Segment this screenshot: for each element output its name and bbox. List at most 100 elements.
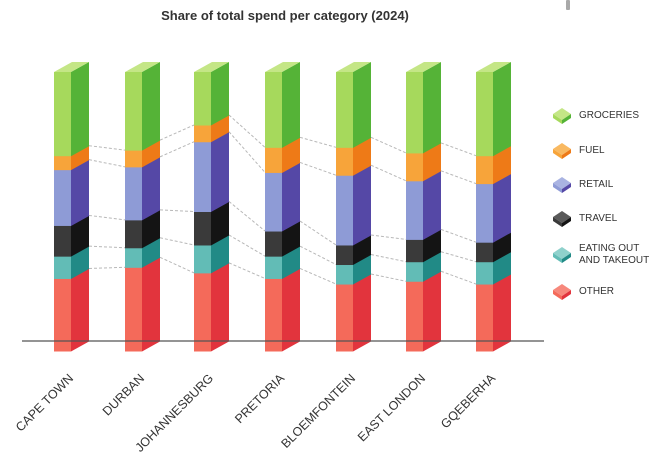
segment-side-eating-out-and-takeout-johannesburg	[211, 234, 229, 274]
connector-line	[88, 245, 126, 249]
bar-pretoria	[265, 62, 300, 352]
connector-line	[370, 273, 407, 282]
segment-eating-out-and-takeout-cape-town	[54, 256, 71, 279]
segment-other-east-london	[406, 281, 423, 352]
segment-fuel-cape-town	[54, 155, 71, 171]
segment-side-travel-pretoria	[282, 221, 300, 257]
segment-side-groceries-pretoria	[282, 62, 300, 148]
segment-travel-johannesburg	[194, 211, 211, 246]
segment-retail-pretoria	[265, 172, 282, 232]
segment-other-johannesburg	[194, 272, 211, 352]
legend-swatch-right	[562, 183, 571, 193]
connector-line	[370, 234, 407, 240]
connector-line	[299, 136, 337, 148]
segment-eating-out-and-takeout-gqeberha	[476, 261, 493, 285]
segment-groceries-east-london	[406, 72, 423, 154]
segment-eating-out-and-takeout-johannesburg	[194, 244, 211, 274]
segment-side-fuel-cape-town	[71, 145, 89, 171]
legend-swatch-right	[562, 253, 571, 263]
bar-top-gqeberha	[476, 62, 511, 72]
segment-travel-durban	[125, 219, 142, 249]
bar-top-johannesburg	[194, 62, 229, 72]
segment-side-travel-east-london	[423, 229, 441, 263]
connector-line	[228, 234, 266, 257]
segment-groceries-johannesburg	[194, 72, 211, 126]
x-label-johannesburg: JOHANNESBURG	[133, 371, 217, 455]
segment-groceries-durban	[125, 72, 142, 151]
bar-bloemfontein	[336, 62, 371, 352]
connector-line	[370, 164, 407, 182]
bar-top-pretoria	[265, 62, 300, 72]
segment-side-retail-cape-town	[71, 159, 89, 226]
segment-side-other-durban	[142, 257, 160, 352]
legend-label: TRAVEL	[579, 213, 618, 224]
legend-item-travel: TRAVEL	[553, 211, 618, 227]
segment-eating-out-and-takeout-bloemfontein	[336, 264, 353, 285]
segment-travel-bloemfontein	[336, 244, 353, 266]
connector-lines	[88, 114, 477, 285]
connector-line	[228, 131, 266, 173]
segment-retail-east-london	[406, 180, 423, 240]
connector-line	[440, 270, 477, 285]
bar-gqeberha	[476, 62, 511, 352]
connector-line	[299, 268, 337, 285]
segment-side-groceries-cape-town	[71, 62, 89, 157]
legend-swatch-right	[562, 149, 571, 159]
segment-side-fuel-durban	[142, 140, 160, 168]
segment-side-retail-bloemfontein	[353, 165, 371, 246]
bar-cape-town	[54, 62, 89, 352]
x-label-bloemfontein: BLOEMFONTEIN	[278, 371, 358, 451]
segment-side-retail-pretoria	[282, 162, 300, 232]
chart-title: Share of total spend per category (2024)	[161, 8, 409, 23]
segment-groceries-gqeberha	[476, 72, 493, 157]
connector-line	[299, 220, 337, 246]
segment-fuel-johannesburg	[194, 125, 211, 143]
segment-side-fuel-bloemfontein	[353, 137, 371, 176]
segment-side-travel-cape-town	[71, 215, 89, 257]
legend-label: OTHER	[579, 286, 614, 297]
connector-line	[440, 251, 477, 263]
segment-retail-bloemfontein	[336, 175, 353, 246]
segment-side-eating-out-and-takeout-pretoria	[282, 246, 300, 279]
segment-eating-out-and-takeout-durban	[125, 247, 142, 268]
legend-item-retail: RETAIL	[553, 177, 614, 193]
connector-line	[440, 228, 477, 243]
bars	[54, 62, 511, 352]
segment-side-travel-johannesburg	[211, 201, 229, 246]
segment-travel-east-london	[406, 239, 423, 263]
segment-side-other-pretoria	[282, 268, 300, 352]
connector-line	[299, 245, 337, 265]
connector-line	[228, 114, 266, 148]
segment-side-groceries-durban	[142, 62, 160, 151]
segment-side-eating-out-and-takeout-cape-town	[71, 246, 89, 279]
legend-swatch-left	[553, 149, 562, 159]
legend-swatch-left	[553, 183, 562, 193]
segment-travel-pretoria	[265, 231, 282, 257]
connector-line	[299, 161, 337, 176]
connector-line	[228, 262, 266, 279]
x-label-gqeberha: GQEBERHA	[438, 371, 498, 431]
connector-line	[440, 170, 477, 185]
x-label-east-london: EAST LONDON	[355, 371, 428, 444]
segment-side-retail-east-london	[423, 170, 441, 240]
segment-retail-durban	[125, 166, 142, 221]
segment-travel-gqeberha	[476, 242, 493, 263]
segment-groceries-bloemfontein	[336, 72, 353, 148]
segment-eating-out-and-takeout-east-london	[406, 261, 423, 282]
segment-other-durban	[125, 267, 142, 352]
legend: GROCERIES FUEL RETAIL TRAVEL EATING OUT AND T…	[553, 108, 649, 300]
segment-side-other-gqeberha	[493, 274, 511, 352]
segment-side-fuel-east-london	[423, 142, 441, 182]
connector-line	[159, 256, 195, 274]
legend-label: FUEL	[579, 145, 605, 156]
connector-line	[159, 237, 195, 246]
legend-item-groceries: GROCERIES	[553, 108, 639, 124]
segment-travel-cape-town	[54, 225, 71, 257]
segment-retail-gqeberha	[476, 183, 493, 243]
segment-side-groceries-johannesburg	[211, 62, 229, 126]
legend-label: EATING OUT AND TAKEOUT	[579, 243, 649, 266]
legend-item-eating-out-and-takeout: EATING OUT AND TAKEOUT	[553, 243, 649, 266]
connector-line	[370, 136, 407, 154]
